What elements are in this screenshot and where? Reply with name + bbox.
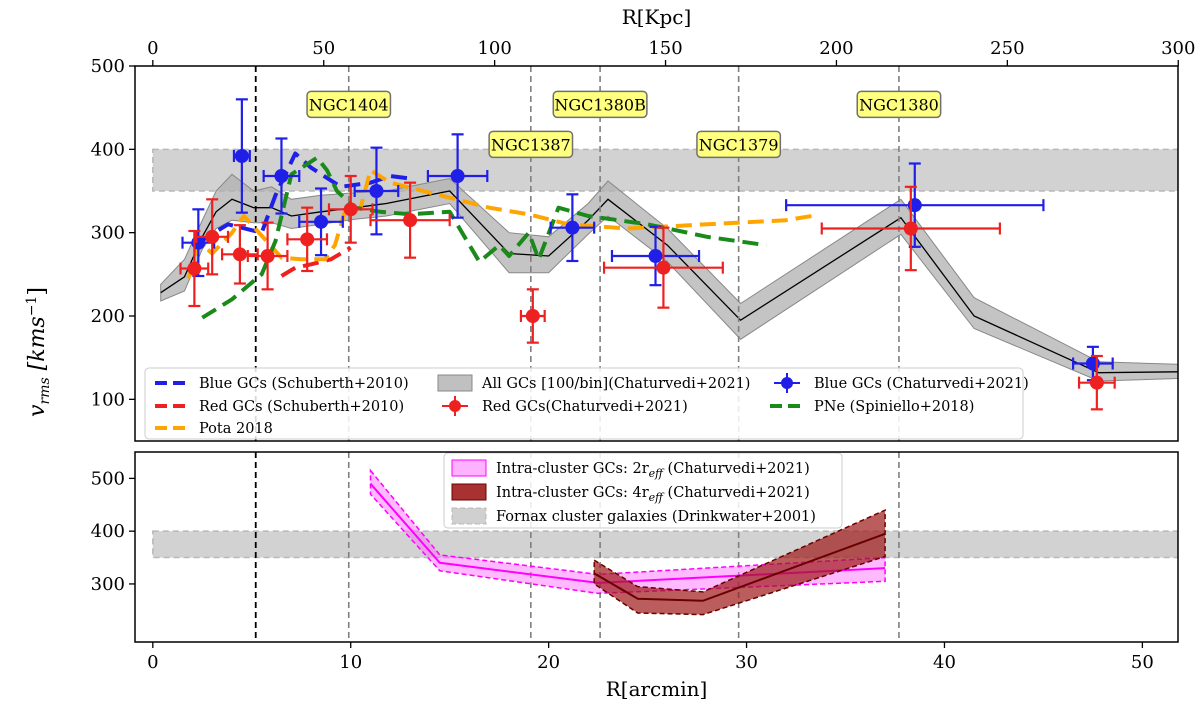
- xtick-bottom-label: 10: [339, 652, 362, 673]
- bottom-axes-frame: [134, 451, 1179, 643]
- bottom-xlabel: R[arcmin]: [606, 677, 708, 701]
- legend-bottom-item-0-label: Intra-cluster GCs: 2reff (Chaturvedi+202…: [496, 461, 810, 480]
- galaxy-label-box: [856, 90, 942, 119]
- legend-bottom-item-1-label: Intra-cluster GCs: 4reff (Chaturvedi+202…: [496, 485, 810, 504]
- legend-bottom-item-0-swatch: [451, 459, 487, 477]
- fornax-band-bottom: [152, 530, 1178, 559]
- xtick-kpc-label: 0: [147, 38, 158, 59]
- galaxy-label-box: [696, 130, 782, 159]
- xtick-bottom-label: 0: [147, 652, 158, 673]
- series-red-2: [280, 245, 352, 278]
- icgc-4reff-band: [593, 508, 886, 616]
- legend-bottom-item-2-label: Fornax cluster galaxies (Drinkwater+2001…: [496, 509, 816, 525]
- galaxy-label-ngc1404: NGC1404: [309, 95, 389, 114]
- ytick-top-label: 200: [91, 306, 125, 327]
- ytick-top-label: 300: [91, 223, 125, 244]
- top-panel-plot: [152, 66, 1178, 441]
- ytick-bottom-label: 400: [91, 521, 125, 542]
- data-point: [369, 184, 384, 198]
- data-point: [260, 249, 275, 263]
- galaxy-label-ngc1387: NGC1387: [491, 135, 571, 154]
- top-axes-frame: [134, 65, 1179, 442]
- xtick-kpc-label: 300: [1161, 38, 1195, 59]
- icgc-2reff-band: [369, 468, 886, 595]
- legend-bottom-item-2-swatch: [451, 507, 487, 525]
- data-point: [525, 309, 540, 323]
- xtick-bottom-label: 50: [1131, 652, 1154, 673]
- galaxy-label-ngc1380: NGC1380: [859, 95, 939, 114]
- data-point: [450, 169, 465, 183]
- data-point: [403, 213, 418, 228]
- data-point: [343, 202, 358, 217]
- data-point: [565, 220, 580, 235]
- data-point: [300, 232, 315, 247]
- data-point: [656, 260, 671, 275]
- xtick-bottom-label: 20: [537, 652, 560, 673]
- xtick-kpc-label: 200: [819, 38, 853, 59]
- red-gcs-points: [179, 174, 1116, 411]
- data-point: [274, 169, 289, 183]
- galaxy-label-box: [552, 90, 648, 119]
- ytick-top-label: 500: [91, 56, 125, 77]
- legend-top-item-5-label: Blue GCs (Chaturvedi+2021): [814, 376, 1029, 392]
- data-point: [1089, 375, 1104, 390]
- icgc-4reff-line: [593, 532, 886, 602]
- legend-top-item-3-swatch: [437, 374, 473, 392]
- ytick-bottom-label: 500: [91, 468, 125, 489]
- ytick-bottom-label: 300: [91, 574, 125, 595]
- galaxy-label-box: [306, 90, 392, 119]
- xtick-kpc-label: 100: [477, 38, 511, 59]
- ytick-top-label: 400: [91, 139, 125, 160]
- top-xlabel: R[Kpc]: [622, 5, 692, 29]
- data-point: [314, 214, 329, 229]
- legend-top-box: [144, 367, 1024, 440]
- legend-top-item-4-label: Red GCs(Chaturvedi+2021): [482, 399, 688, 415]
- galaxy-label-box: [488, 130, 574, 159]
- legend-top-item-5-swatch-dot: [781, 377, 793, 389]
- data-point: [187, 261, 202, 276]
- series-blue-1: [197, 151, 411, 245]
- xtick-bottom-label: 40: [933, 652, 956, 673]
- legend-top-item-0-label: Blue GCs (Schuberth+2010): [199, 376, 409, 392]
- y-axis-label: vrms [kms−1]: [24, 287, 53, 417]
- legend-top-item-1-label: Red GCs (Schuberth+2010): [199, 399, 404, 415]
- data-point: [232, 247, 247, 262]
- galaxy-label-ngc1379: NGC1379: [699, 135, 779, 154]
- series-pne-4: [201, 155, 767, 320]
- data-point: [234, 149, 249, 163]
- legend-top-item-3-label: All GCs [100/bin](Chaturvedi+2021): [481, 376, 750, 392]
- legend-bottom-box: [443, 452, 843, 529]
- galaxy-label-ngc1380b: NGC1380B: [554, 95, 646, 114]
- legend-top-item-2-label: Pota 2018: [199, 421, 273, 437]
- all-gcs-line: [160, 190, 1178, 374]
- data-point: [648, 249, 663, 263]
- ytick-top-label: 100: [91, 389, 125, 410]
- xtick-kpc-label: 150: [648, 38, 682, 59]
- data-point: [205, 229, 220, 244]
- xtick-kpc-label: 250: [990, 38, 1024, 59]
- bottom-panel-plot: [152, 452, 1178, 642]
- fornax-band-top: [152, 148, 1178, 192]
- legend-bottom-item-1-swatch: [451, 483, 487, 501]
- xtick-bottom-label: 30: [735, 652, 758, 673]
- legend-top-item-6-label: PNe (Spiniello+2018): [814, 399, 974, 415]
- data-point: [903, 221, 918, 236]
- legend-top-item-4-swatch-dot: [449, 400, 461, 412]
- xtick-kpc-label: 50: [312, 38, 335, 59]
